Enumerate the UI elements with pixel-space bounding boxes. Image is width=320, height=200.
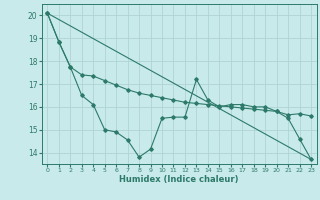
X-axis label: Humidex (Indice chaleur): Humidex (Indice chaleur): [119, 175, 239, 184]
